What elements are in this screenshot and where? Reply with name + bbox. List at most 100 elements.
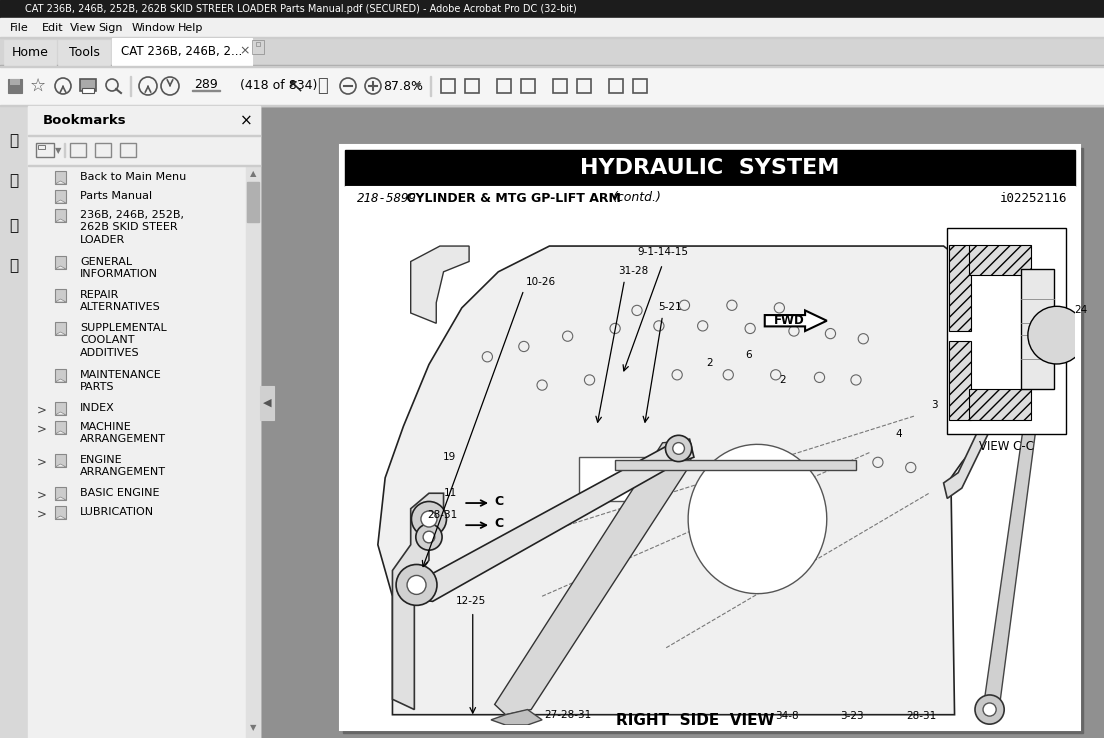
Text: ▼: ▼ xyxy=(250,723,256,733)
Text: ↖: ↖ xyxy=(287,77,304,95)
Bar xyxy=(247,182,259,222)
Bar xyxy=(0,65,1104,66)
Text: 28-31: 28-31 xyxy=(427,510,457,520)
Text: LUBRICATION: LUBRICATION xyxy=(79,507,155,517)
FancyArrow shape xyxy=(765,311,827,331)
Polygon shape xyxy=(55,516,66,519)
Circle shape xyxy=(423,531,435,543)
Text: >: > xyxy=(38,456,47,469)
Bar xyxy=(252,40,264,54)
Text: 12-25: 12-25 xyxy=(456,596,486,607)
Bar xyxy=(55,256,66,269)
Bar xyxy=(0,66,1104,106)
Polygon shape xyxy=(55,412,66,415)
Text: BASIC ENGINE: BASIC ENGINE xyxy=(79,488,159,498)
Bar xyxy=(28,106,261,738)
Polygon shape xyxy=(491,709,542,725)
Text: >: > xyxy=(38,404,47,417)
Bar xyxy=(55,402,66,415)
Text: 📎: 📎 xyxy=(10,258,19,274)
Text: 19: 19 xyxy=(443,452,456,462)
Text: i02252116: i02252116 xyxy=(999,191,1066,204)
Bar xyxy=(465,79,479,93)
Text: ▲: ▲ xyxy=(250,170,256,179)
Bar xyxy=(0,106,1104,738)
Bar xyxy=(95,143,112,157)
Circle shape xyxy=(1031,312,1053,334)
Text: MACHINE
ARRANGEMENT: MACHINE ARRANGEMENT xyxy=(79,422,166,444)
Circle shape xyxy=(975,695,1005,724)
Polygon shape xyxy=(55,332,66,335)
Bar xyxy=(55,209,66,222)
Text: Window: Window xyxy=(132,23,176,33)
Bar xyxy=(261,386,274,420)
Text: Sign: Sign xyxy=(98,23,123,33)
Bar xyxy=(340,145,1080,730)
Text: CYLINDER & MTG GP-LIFT ARM: CYLINDER & MTG GP-LIFT ARM xyxy=(402,191,620,204)
Text: 2: 2 xyxy=(779,375,786,385)
Bar xyxy=(28,106,261,136)
Bar xyxy=(55,454,66,467)
Polygon shape xyxy=(392,493,444,709)
Polygon shape xyxy=(55,379,66,382)
Circle shape xyxy=(1028,306,1085,364)
Text: Parts Manual: Parts Manual xyxy=(79,191,152,201)
Text: ×: × xyxy=(240,114,253,128)
Bar xyxy=(79,79,96,91)
Bar xyxy=(344,210,1075,725)
Text: 28-31: 28-31 xyxy=(906,711,937,721)
Bar xyxy=(1021,269,1054,389)
Bar xyxy=(59,40,110,66)
Polygon shape xyxy=(615,460,856,470)
Bar xyxy=(578,458,648,501)
Bar xyxy=(8,79,22,93)
Text: Tools: Tools xyxy=(68,46,99,58)
Bar xyxy=(0,18,1104,38)
Polygon shape xyxy=(55,200,66,203)
Text: FWD: FWD xyxy=(774,314,805,327)
Bar xyxy=(0,38,1104,66)
Text: RIGHT  SIDE  VIEW: RIGHT SIDE VIEW xyxy=(616,714,775,728)
Circle shape xyxy=(396,565,437,605)
Bar xyxy=(246,166,261,738)
Polygon shape xyxy=(55,431,66,434)
Text: C: C xyxy=(493,517,503,530)
Bar xyxy=(55,322,66,335)
Text: Back to Main Menu: Back to Main Menu xyxy=(79,172,187,182)
Text: MAINTENANCE
PARTS: MAINTENANCE PARTS xyxy=(79,370,162,393)
Text: C: C xyxy=(493,494,503,508)
Bar xyxy=(192,90,220,91)
Text: 3: 3 xyxy=(932,400,938,410)
Bar xyxy=(553,79,567,93)
Text: >: > xyxy=(38,508,47,521)
Bar xyxy=(343,148,1083,733)
Bar xyxy=(0,0,1104,18)
Bar xyxy=(55,487,66,500)
Bar xyxy=(949,341,970,420)
Text: ENGINE
ARRANGEMENT: ENGINE ARRANGEMENT xyxy=(79,455,166,477)
Text: 2: 2 xyxy=(707,359,713,368)
Bar xyxy=(4,40,56,66)
Bar xyxy=(344,150,1075,186)
Polygon shape xyxy=(944,323,1053,498)
Bar xyxy=(36,143,54,157)
Text: ×: × xyxy=(240,44,251,58)
Text: 236B, 246B, 252B,
262B SKID STEER
LOADER: 236B, 246B, 252B, 262B SKID STEER LOADER xyxy=(79,210,184,245)
Circle shape xyxy=(407,576,426,594)
Text: 27-28-31: 27-28-31 xyxy=(544,710,592,720)
Polygon shape xyxy=(411,246,469,323)
Bar xyxy=(55,506,66,519)
Text: 5-21: 5-21 xyxy=(658,302,681,312)
Circle shape xyxy=(666,435,692,461)
Bar xyxy=(28,165,261,166)
Bar xyxy=(968,389,1030,420)
Text: ✋: ✋ xyxy=(318,77,328,95)
Polygon shape xyxy=(55,219,66,222)
Text: (418 of 834): (418 of 834) xyxy=(240,80,317,92)
Bar xyxy=(38,145,45,149)
Text: HYDRAULIC  SYSTEM: HYDRAULIC SYSTEM xyxy=(581,158,840,178)
Text: 289: 289 xyxy=(194,77,217,91)
Bar xyxy=(112,38,252,66)
Text: VIEW C-C: VIEW C-C xyxy=(979,440,1034,452)
Bar xyxy=(55,190,66,203)
